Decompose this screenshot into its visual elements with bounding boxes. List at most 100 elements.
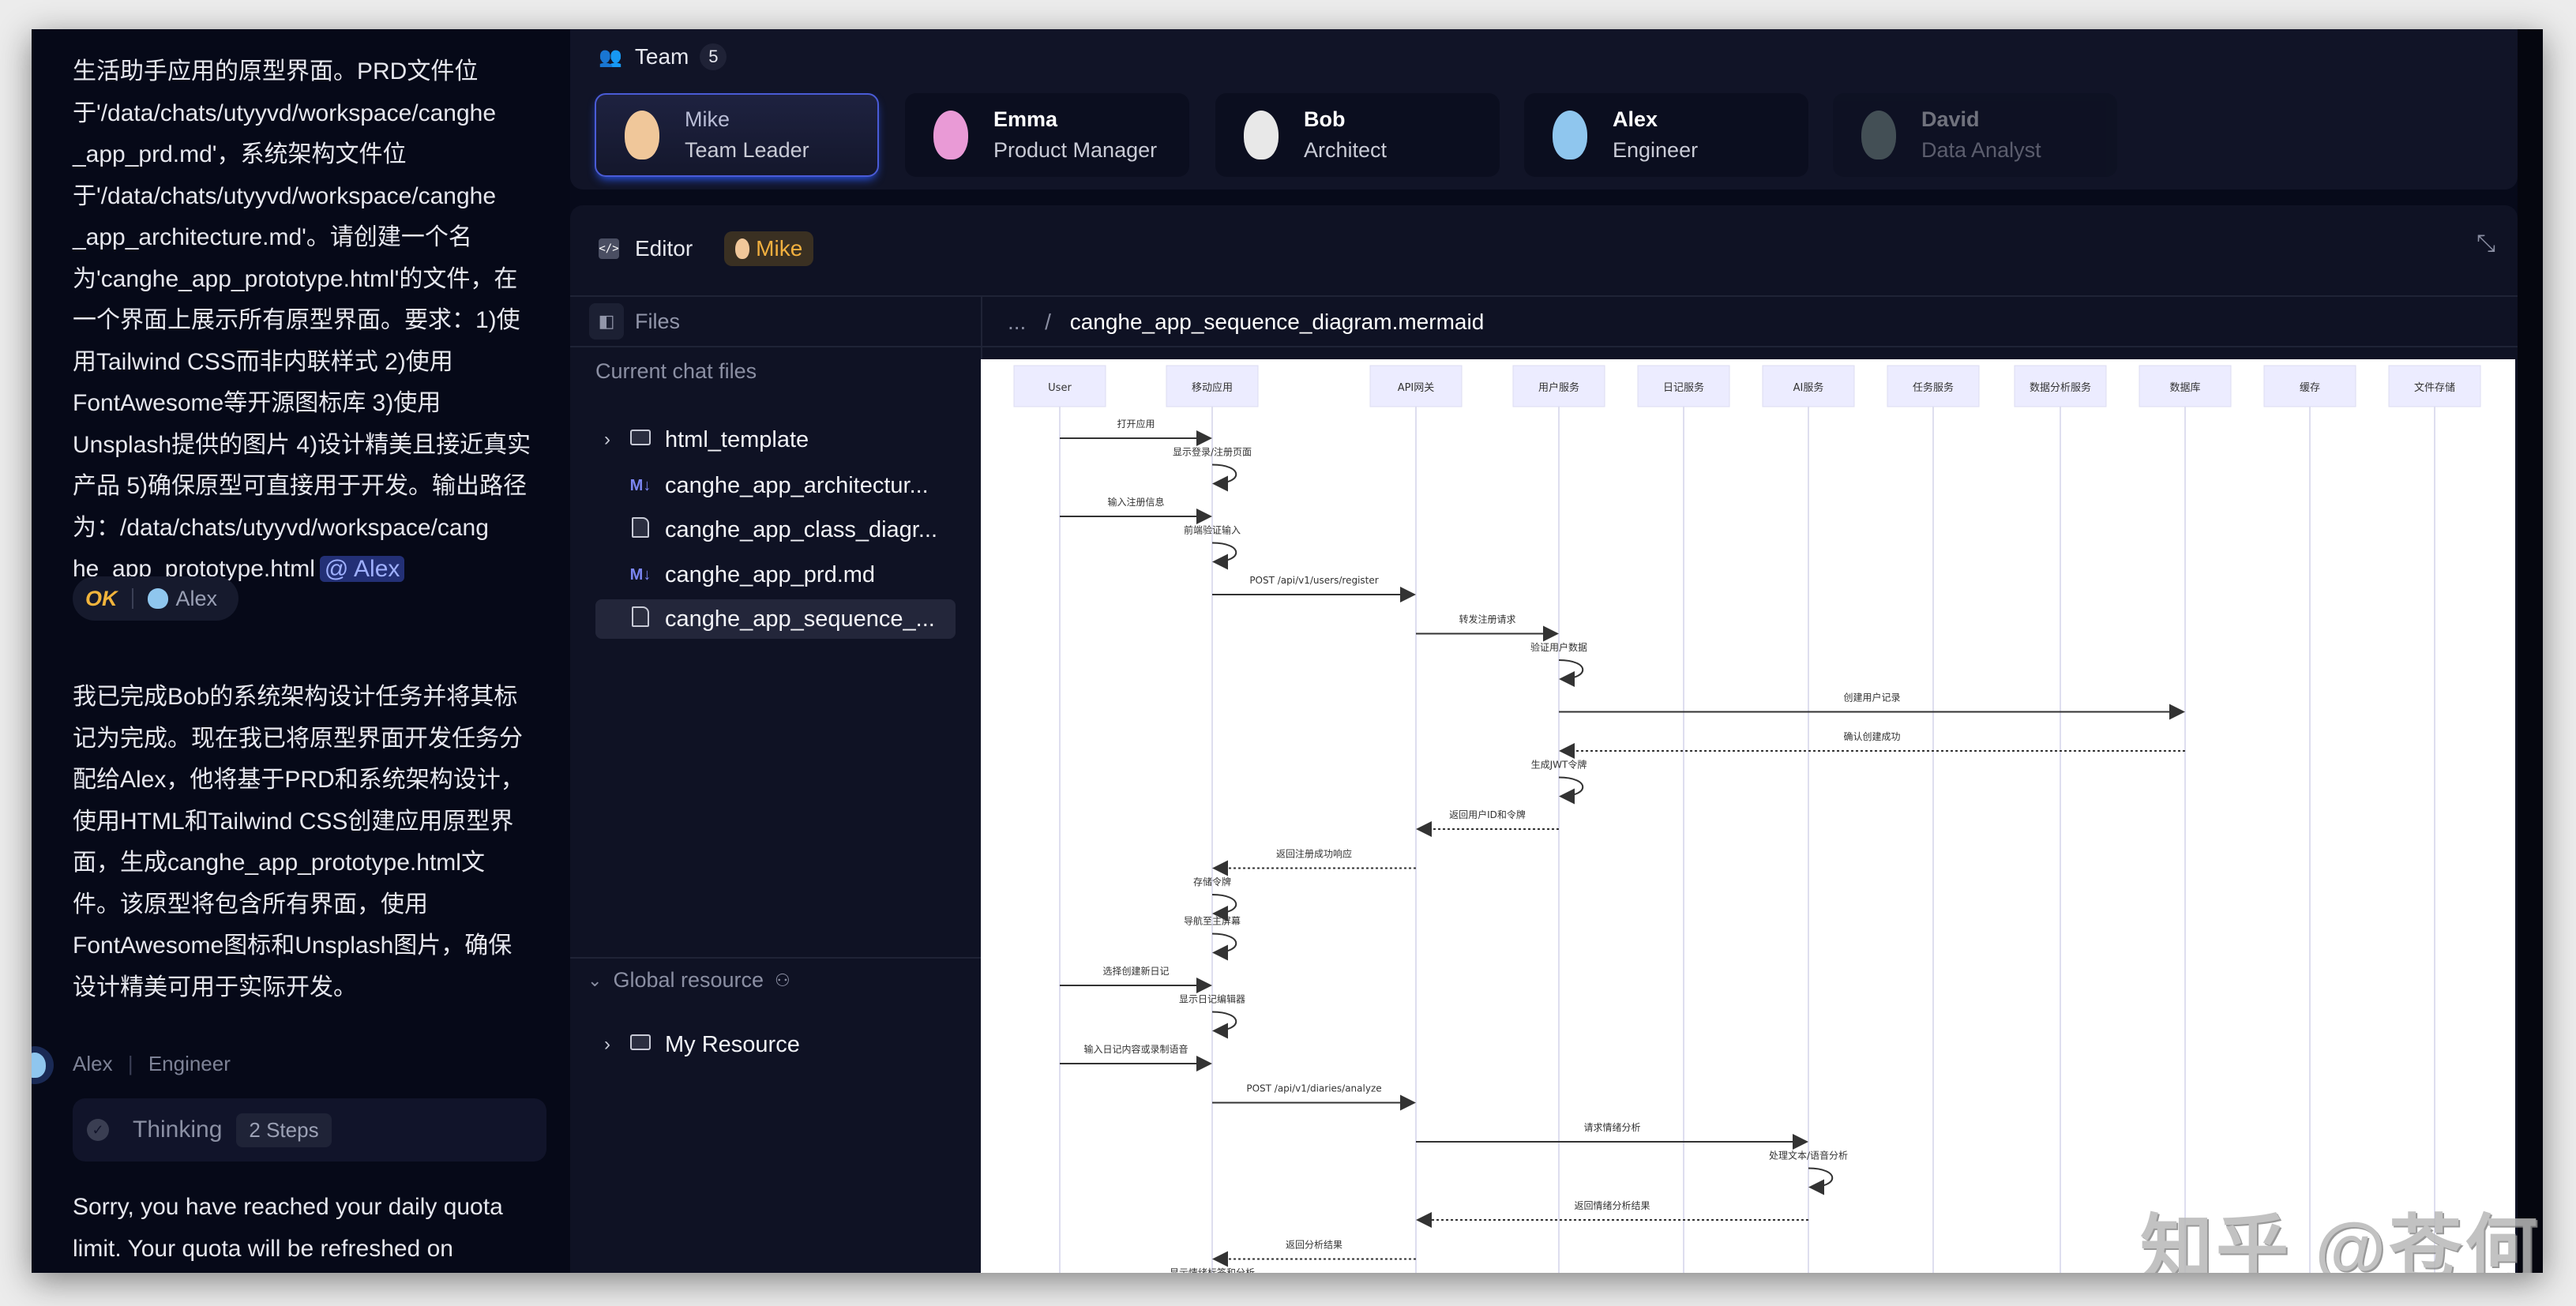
text-line-content: Unsplash提供的图片 4)设计精美且接近真实 <box>73 431 531 458</box>
message-label: 验证用户数据 <box>1530 641 1587 653</box>
team-panel: 👥 Team 5 Mike Team Leader Emma Product Mana… <box>570 29 2518 190</box>
file-icon <box>625 517 655 542</box>
my-resource-folder[interactable]: › My Resource <box>595 1025 956 1064</box>
ack-name: Alex <box>175 586 218 610</box>
text-line: 于'/data/chats/utyyvd/workspace/canghe <box>73 176 496 217</box>
team-count: 5 <box>700 43 727 70</box>
breadcrumb-separator: / <box>1045 310 1051 334</box>
breadcrumb-ellipsis[interactable]: ... <box>1008 310 1027 334</box>
text-line-content: 于'/data/chats/utyyvd/workspace/canghe <box>73 99 497 126</box>
participant-label: 缓存 <box>2300 382 2320 394</box>
chevron-down-icon: ⌄ <box>588 970 603 990</box>
chevron-right-icon: › <box>604 1034 610 1055</box>
sidebar-toggle-icon[interactable]: ◧ <box>589 303 624 340</box>
text-line: Sorry, you have reached your daily quota <box>73 1187 503 1228</box>
file-item[interactable]: M↓ canghe_app_architectur... <box>595 466 956 505</box>
member-name: Alex <box>1613 107 1658 131</box>
message-label: 生成JWT令牌 <box>1531 759 1587 771</box>
divider <box>570 295 2518 297</box>
file-item[interactable]: canghe_app_sequence_... <box>595 599 956 639</box>
text-line-content: 产品 5)确保原型可直接用于开发。输出路径 <box>73 473 528 499</box>
text-line-content: Sorry, you have reached your daily quota <box>73 1194 503 1220</box>
collapse-icon[interactable]: ⤡ <box>2476 231 2495 257</box>
participant-label: 用户服务 <box>1538 381 1579 394</box>
team-icon: 👥 <box>599 46 622 68</box>
self-message-arrow <box>1211 933 1237 961</box>
participant-box <box>2014 365 2107 407</box>
steps-badge: 2 Steps <box>236 1113 332 1147</box>
text-line-content: 配给Alex，他将基于PRD和系统架构设计， <box>73 767 524 793</box>
current-chat-files-label: Current chat files <box>595 359 757 383</box>
self-message-arrow <box>1808 1167 1834 1195</box>
file-name: canghe_app_class_diagr... <box>665 516 938 542</box>
team-member-card-david[interactable]: David Data Analyst <box>1833 93 2117 177</box>
message-label: 返回分析结果 <box>1286 1240 1342 1251</box>
self-message-arrow <box>1211 1011 1237 1039</box>
mention-tag[interactable]: @ Alex <box>319 556 405 582</box>
self-message-arrow <box>1211 463 1237 492</box>
text-line-content: 为'canghe_app_prototype.html'的文件，在 <box>73 265 518 292</box>
team-member-card-alex[interactable]: Alex Engineer <box>1524 93 1808 177</box>
thinking-block[interactable]: ✓ Thinking 2 Steps <box>73 1098 546 1162</box>
message-label: 创建用户记录 <box>1843 692 1900 704</box>
participant-box <box>1512 365 1605 407</box>
sequence-diagram-viewer[interactable]: User 移动应用 API网关 用户服务 日记服务 AI服务 任务服务 数据分析服务 数据库 缓存… <box>981 359 2515 1273</box>
message-label: 显示登录/注册页面 <box>1173 446 1252 458</box>
team-title: Team <box>634 44 689 69</box>
text-line: 件。该原型将包含所有界面，使用 <box>73 884 428 925</box>
participant-label: AI服务 <box>1793 381 1824 394</box>
text-line-content: 件。该原型将包含所有界面，使用 <box>73 891 428 918</box>
text-line: Unsplash提供的图片 4)设计精美且接近真实 <box>73 425 531 466</box>
message-label: POST /api/v1/diaries/analyze <box>1246 1083 1381 1094</box>
text-line: 于'/data/chats/utyyvd/workspace/canghe <box>73 93 496 134</box>
david-avatar-icon <box>1861 111 1896 159</box>
member-info: Alex Engineer <box>1613 107 1698 163</box>
text-line: _app_prd.md'，系统架构文件位 <box>73 134 407 175</box>
text-line: 用Tailwind CSS而非内联样式 2)使用 <box>73 342 453 383</box>
folder-icon <box>625 1034 655 1055</box>
participant-box <box>2388 365 2481 407</box>
message-label: 处理文本/语音分析 <box>1769 1150 1848 1162</box>
text-line: 面，生成canghe_app_prototype.html文 <box>73 843 485 884</box>
message-label: 导航至主屏幕 <box>1184 915 1241 927</box>
participant-box <box>1166 365 1259 407</box>
global-resource-toggle[interactable]: ⌄ Global resource ⚇ <box>588 968 790 993</box>
team-member-card-bob[interactable]: Bob Architect <box>1215 93 1500 177</box>
message-label: 转发注册请求 <box>1459 614 1515 625</box>
message: 导航至主屏幕 <box>1184 915 1241 961</box>
alex-avatar-icon <box>147 588 168 609</box>
text-line: 记为完成。现在我已将原型界面开发任务分 <box>73 719 523 760</box>
text-line: 配给Alex，他将基于PRD和系统架构设计， <box>73 760 524 801</box>
participant-box <box>1369 365 1463 407</box>
message: 前端验证输入 <box>1184 524 1241 570</box>
message-label: 返回用户ID和令牌 <box>1449 809 1526 820</box>
owner-name: Mike <box>756 236 803 261</box>
participant-label: 任务服务 <box>1913 381 1954 394</box>
text-line: 产品 5)确保原型可直接用于开发。输出路径 <box>73 466 527 507</box>
member-role: Engineer <box>1613 138 1699 162</box>
message: 处理文本/语音分析 <box>1769 1150 1848 1195</box>
user-icon: ⚇ <box>775 970 790 990</box>
file-item[interactable]: › html_template <box>595 420 956 460</box>
message: 选择创建新日记 <box>1060 965 1212 993</box>
team-member-card-emma[interactable]: Emma Product Manager <box>905 93 1189 177</box>
text-line: limit. Your quota will be refreshed on <box>73 1229 453 1270</box>
message-label: 选择创建新日记 <box>1102 965 1169 977</box>
divider <box>570 346 2518 347</box>
markdown-icon: M↓ <box>629 565 652 584</box>
message-label: 显示情绪标签和分析 <box>1170 1267 1255 1273</box>
text-line-content: 我已完成Bob的系统架构设计任务并将其标 <box>73 684 518 710</box>
message: 验证用户数据 <box>1530 641 1587 687</box>
text-line-content: 面，生成canghe_app_prototype.html文 <box>73 850 485 876</box>
text-line: _app_architecture.md'。请创建一个名 <box>73 217 472 258</box>
file-name: canghe_app_prd.md <box>665 561 876 587</box>
right-edge-panel <box>2518 29 2543 1273</box>
team-member-card-mike[interactable]: Mike Team Leader <box>595 93 879 177</box>
file-name: html_template <box>665 426 809 452</box>
file-item[interactable]: M↓ canghe_app_prd.md <box>595 555 956 595</box>
member-role: Team Leader <box>685 138 809 162</box>
owner-chip[interactable]: Mike <box>724 231 814 266</box>
member-role: Data Analyst <box>1921 138 2041 162</box>
thinking-label: Thinking <box>133 1116 223 1143</box>
file-item[interactable]: canghe_app_class_diagr... <box>595 510 956 550</box>
